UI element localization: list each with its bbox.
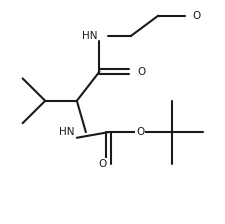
Text: HN: HN [59,127,74,137]
Text: O: O [97,159,106,168]
Text: O: O [135,127,144,137]
Text: HN: HN [81,31,97,41]
Text: O: O [137,67,146,77]
Text: O: O [191,11,200,21]
